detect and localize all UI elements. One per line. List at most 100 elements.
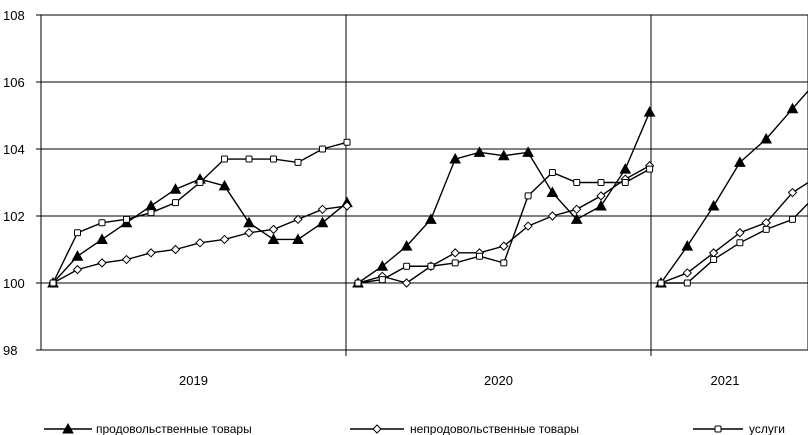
square-point	[621, 179, 629, 186]
diamond-point	[195, 238, 205, 248]
x-year-label: 2020	[484, 373, 513, 388]
triangle-point	[473, 146, 486, 157]
diamond-point	[735, 228, 745, 238]
triangle-point	[96, 233, 108, 244]
square-point	[294, 158, 302, 166]
diamond-point	[317, 204, 328, 215]
triangle-point	[734, 156, 746, 167]
diamond-point	[401, 278, 412, 288]
triangle-point	[760, 132, 773, 144]
square-point	[270, 155, 277, 163]
square-point	[196, 179, 204, 186]
square-point	[319, 145, 326, 153]
triangle-point	[316, 216, 329, 228]
legend: продовольственные товары непродовольствен…	[44, 422, 785, 435]
square-point	[427, 262, 435, 270]
square-point	[74, 229, 81, 237]
square-point	[378, 276, 386, 284]
triangle-point	[62, 422, 74, 434]
triangle-point	[707, 199, 720, 211]
square-point	[762, 225, 770, 233]
square-point	[354, 279, 362, 287]
grid	[40, 14, 808, 356]
triangle-point	[292, 233, 304, 244]
x-year-label: 2021	[711, 373, 740, 388]
triangle-point	[376, 260, 389, 271]
legend-item: продовольственные товары	[44, 422, 252, 435]
square-point	[476, 252, 483, 260]
diamond-point	[121, 254, 132, 265]
square-point	[683, 279, 691, 287]
y-tick-label: 106	[3, 75, 25, 90]
diamond-point	[293, 214, 303, 225]
square-point	[245, 155, 253, 163]
square-point	[147, 209, 155, 217]
legend-label: непродовольственные товары	[410, 422, 579, 435]
square-point	[573, 179, 581, 186]
square-point	[343, 138, 351, 146]
diamond-point	[342, 201, 352, 211]
series-square	[49, 138, 808, 287]
y-tick-label: 104	[3, 142, 25, 157]
triangle-point	[786, 102, 799, 114]
triangle-point	[497, 149, 510, 161]
triangle-point	[595, 199, 607, 211]
diamond-point	[450, 248, 460, 258]
square-point	[451, 259, 459, 267]
triangle-point	[570, 213, 583, 224]
y-tick-label: 108	[3, 8, 25, 23]
square-point	[172, 199, 179, 207]
series-diamond	[48, 161, 808, 288]
square-point	[714, 425, 722, 433]
diamond-point	[97, 258, 107, 268]
diamond-point	[170, 244, 181, 255]
square-point	[123, 215, 130, 223]
triangle-point	[643, 106, 656, 117]
square-point	[49, 279, 57, 287]
triangle-point	[71, 250, 84, 261]
triangle-point	[169, 183, 182, 194]
square-point	[710, 256, 718, 264]
x-year-label: 2019	[179, 373, 208, 388]
legend-item: непродовольственные товары	[350, 422, 579, 435]
square-point	[98, 219, 106, 227]
diamond-point	[244, 228, 254, 238]
diamond-point	[499, 241, 509, 251]
diamond-point	[372, 424, 382, 434]
diamond-point	[523, 221, 533, 231]
square-point	[548, 168, 556, 176]
series-line	[52, 178, 348, 284]
triangle-point	[425, 213, 437, 224]
diamond-point	[146, 248, 156, 258]
square-point	[646, 165, 654, 173]
square-point	[789, 215, 796, 223]
series-line	[357, 111, 651, 284]
square-point	[736, 239, 744, 247]
triangle-point	[400, 240, 413, 251]
square-point	[524, 192, 532, 200]
triangle-point	[243, 216, 255, 228]
square-point	[597, 179, 605, 186]
series-line	[660, 181, 808, 284]
diamond-point	[219, 234, 230, 245]
square-point	[657, 279, 665, 287]
triangle-point	[449, 153, 462, 164]
square-point	[221, 155, 228, 163]
legend-label: услуги	[749, 422, 785, 435]
series-triangle	[47, 89, 808, 288]
y-tick-label: 102	[3, 209, 25, 224]
diamond-point	[72, 264, 83, 275]
diamond-point	[547, 211, 558, 221]
series-line	[52, 141, 348, 284]
diamond-point	[596, 191, 606, 201]
triangle-point	[145, 199, 157, 211]
plot-frame	[40, 14, 808, 351]
series-group	[47, 89, 808, 288]
triangle-point	[522, 146, 534, 157]
diamond-point	[787, 187, 798, 198]
diamond-point	[571, 204, 582, 215]
series-line	[660, 89, 808, 284]
diamond-point	[682, 268, 693, 278]
triangle-point	[681, 240, 694, 251]
